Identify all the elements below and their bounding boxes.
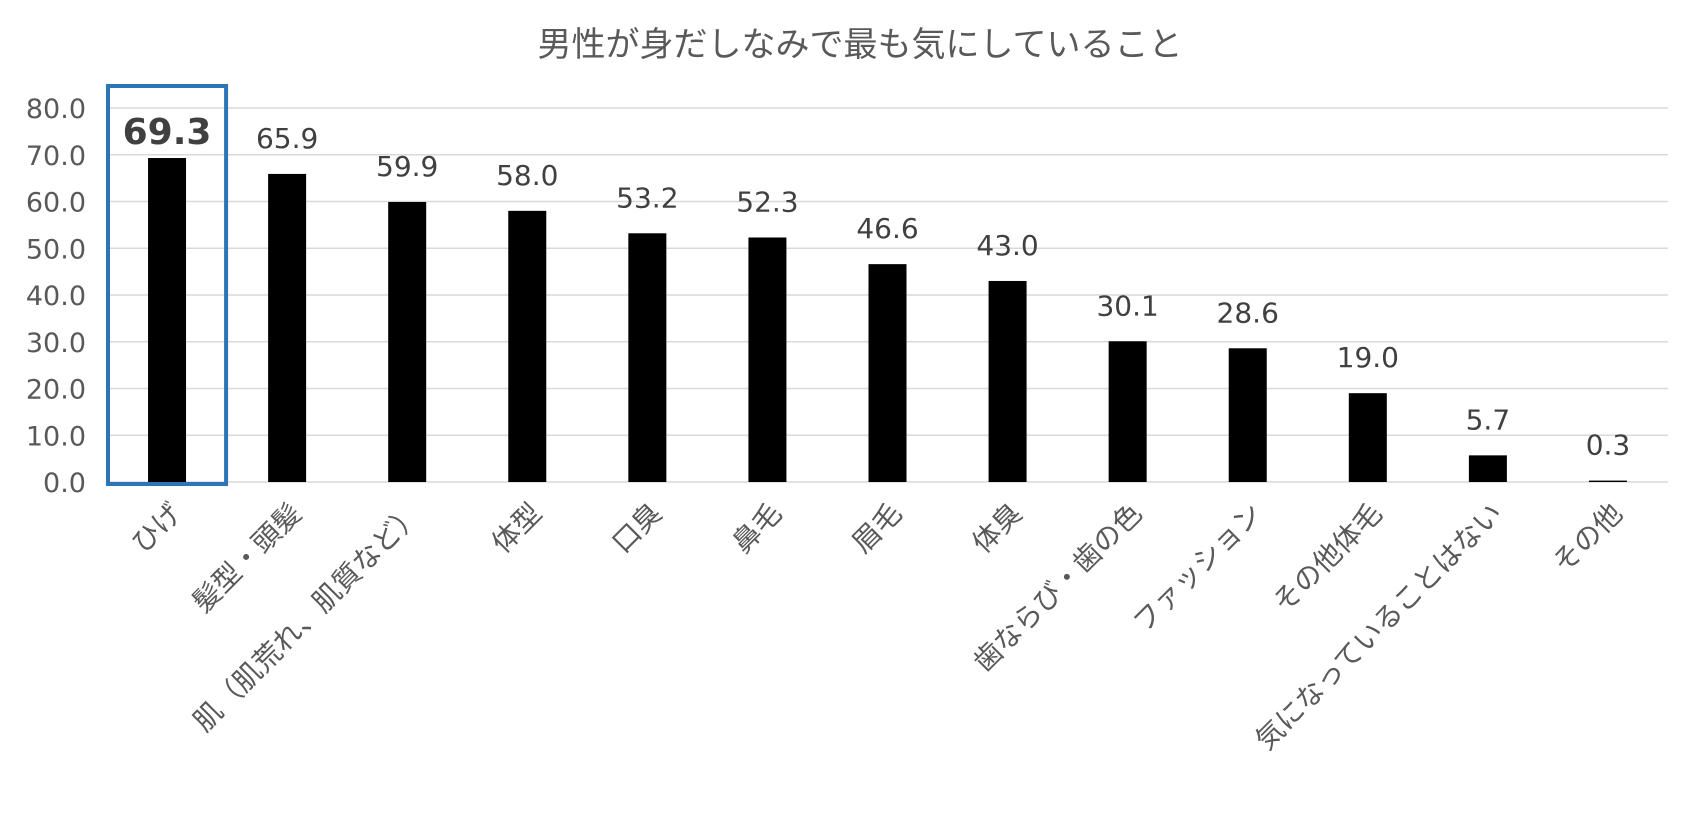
data-label: 28.6 (1217, 296, 1279, 329)
bar (868, 264, 907, 482)
data-label: 53.2 (616, 181, 678, 214)
x-axis-label: 口臭 (605, 497, 668, 560)
y-tick-label: 70.0 (26, 141, 86, 172)
bar (508, 210, 547, 482)
data-label: 58.0 (496, 159, 558, 192)
x-axis-label: ひげ (125, 497, 188, 560)
data-label: 59.9 (376, 150, 438, 183)
x-axis-label: 肌（肌荒れ、肌質など） (187, 497, 428, 738)
data-label: 5.7 (1466, 403, 1511, 436)
x-axis-label: 体臭 (966, 497, 1029, 560)
bar (148, 158, 187, 482)
x-axis-label: 気になっていることはない (1249, 497, 1509, 757)
y-tick-label: 30.0 (26, 328, 86, 359)
y-tick-label: 80.0 (26, 94, 86, 125)
x-axis-label: 体型 (485, 497, 548, 560)
data-label: 43.0 (976, 229, 1038, 262)
data-label: 0.3 (1586, 429, 1631, 462)
bar (388, 201, 427, 482)
data-labels: 69.3 65.9 59.9 58.0 53.2 52.3 46.6 43.0 30.1 28.6… (123, 112, 1631, 462)
bar (1228, 348, 1267, 482)
chart-title: 男性が身だしなみで最も気にしていること (538, 25, 1183, 65)
bar (988, 280, 1027, 482)
bar (1348, 393, 1387, 482)
y-tick-label: 40.0 (26, 281, 86, 312)
x-axis-label: 鼻毛 (725, 497, 788, 560)
highlight-box (106, 84, 229, 486)
x-axis-label: 眉毛 (846, 497, 909, 560)
data-label: 19.0 (1337, 341, 1399, 374)
y-tick-label: 20.0 (26, 375, 86, 406)
x-axis-label: ファッション (1127, 497, 1269, 639)
data-label: 46.6 (856, 212, 918, 245)
y-axis-ticks: 0.0 10.0 20.0 30.0 40.0 50.0 60.0 70.0 80.0 (26, 94, 86, 499)
data-label: 52.3 (736, 185, 798, 218)
bar (1468, 455, 1507, 482)
bar (1108, 341, 1147, 482)
y-tick-label: 60.0 (26, 188, 86, 219)
bars (148, 158, 1627, 483)
x-axis-label: 髪型・頭髪 (186, 497, 308, 619)
x-axis-label: その他体毛 (1266, 497, 1388, 619)
data-label: 65.9 (256, 122, 318, 155)
bar (628, 233, 667, 482)
data-label: 69.3 (123, 112, 212, 153)
bar (268, 173, 307, 483)
bar (1588, 480, 1627, 482)
bar (748, 237, 787, 482)
x-axis-label: その他 (1546, 497, 1629, 580)
y-tick-label: 10.0 (26, 421, 86, 452)
y-tick-label: 0.0 (43, 468, 86, 499)
y-tick-label: 50.0 (26, 234, 86, 265)
highlight-layer (106, 84, 229, 486)
data-label: 30.1 (1096, 289, 1158, 322)
